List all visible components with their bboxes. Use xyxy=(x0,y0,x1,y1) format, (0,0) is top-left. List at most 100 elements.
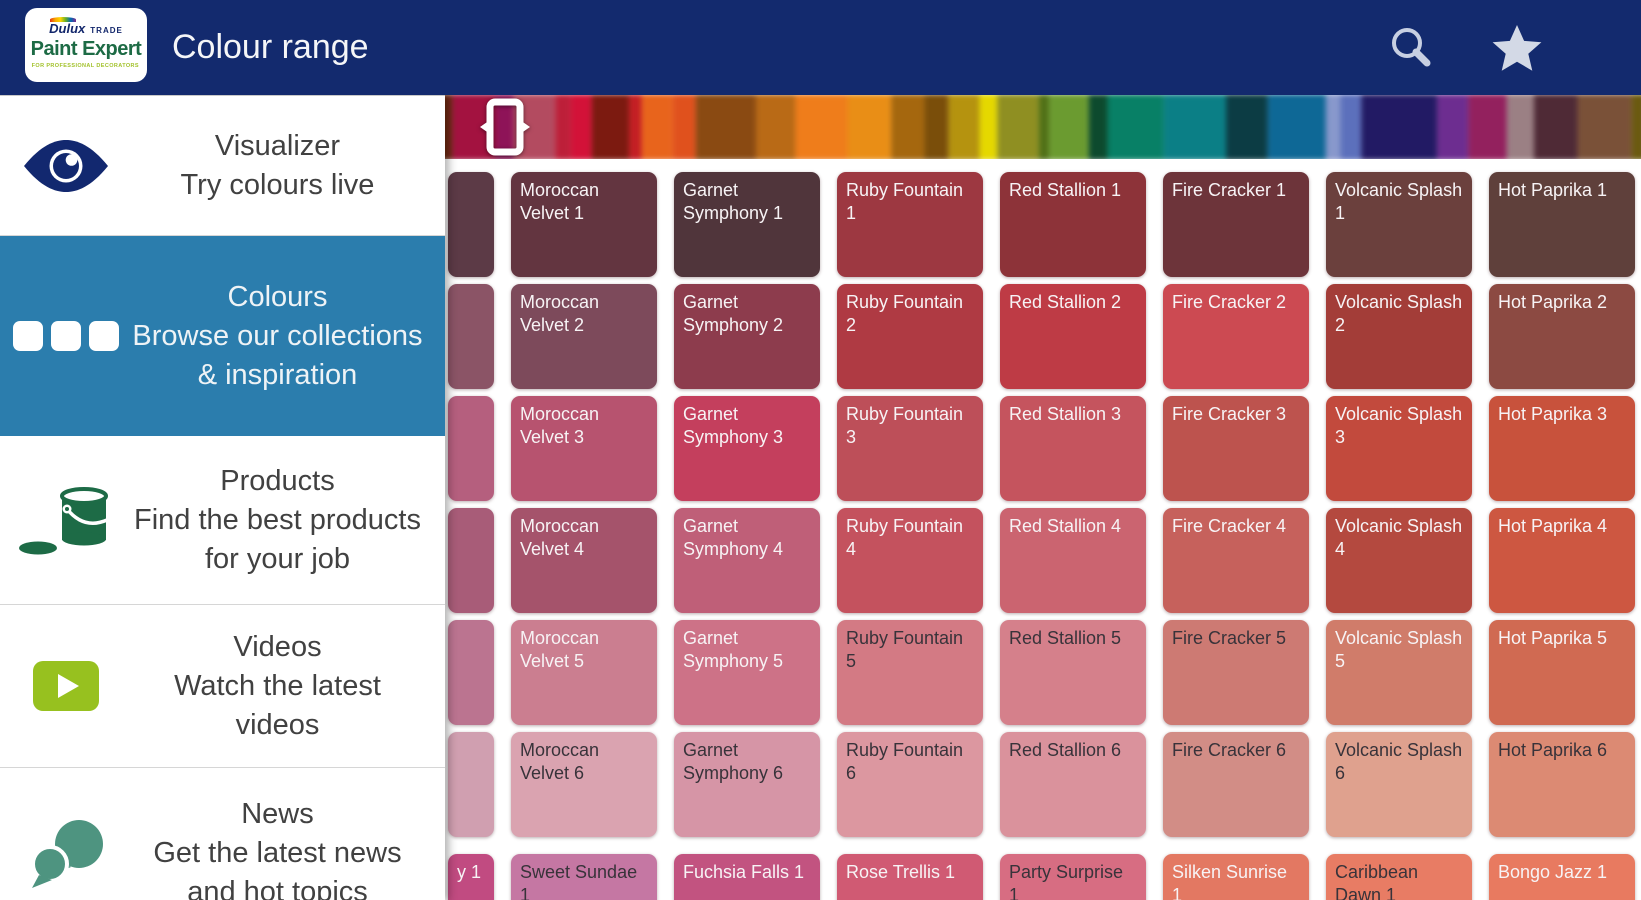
strip-band[interactable] xyxy=(1107,95,1164,159)
strip-band[interactable] xyxy=(591,95,630,159)
swatch-fuchsia-falls-1[interactable]: Fuchsia Falls 1 xyxy=(674,854,820,900)
swatch-garnet-symphony-3[interactable]: Garnet Symphony 3 xyxy=(674,396,820,501)
swatch-garnet-symphony-6[interactable]: Garnet Symphony 6 xyxy=(674,732,820,837)
swatch-fire-cracker-3[interactable]: Fire Cracker 3 xyxy=(1163,396,1309,501)
strip-band[interactable] xyxy=(1325,95,1341,159)
sidebar-item-visualizer[interactable]: Visualizer Try colours live xyxy=(0,96,445,236)
swatch-moroccan-velvet-4[interactable]: Moroccan Velvet 4 xyxy=(511,508,657,613)
swatch-red-stallion-3[interactable]: Red Stallion 3 xyxy=(1000,396,1146,501)
colour-strip[interactable] xyxy=(445,95,1641,159)
swatch-hot-paprika-1[interactable]: Hot Paprika 1 xyxy=(1489,172,1635,277)
swatch-garnet-symphony-1[interactable]: Garnet Symphony 1 xyxy=(674,172,820,277)
strip-band[interactable] xyxy=(795,95,848,159)
sidebar-item-colours[interactable]: Colours Browse our collections & inspira… xyxy=(0,236,445,436)
sidebar-item-videos[interactable]: Videos Watch the latest videos xyxy=(0,605,445,768)
dulux-rainbow-swoosh-icon xyxy=(50,16,77,22)
strip-band[interactable] xyxy=(1577,95,1632,159)
swatch[interactable] xyxy=(448,172,494,277)
swatch-caribbean-dawn-1[interactable]: Caribbean Dawn 1 xyxy=(1326,854,1472,900)
sidebar-item-products[interactable]: Products Find the best products for your… xyxy=(0,436,445,605)
strip-band[interactable] xyxy=(755,95,796,159)
swatch-y-1[interactable]: y 1 xyxy=(448,854,494,900)
strip-band[interactable] xyxy=(1038,95,1050,159)
strip-band[interactable] xyxy=(555,95,571,159)
swatch-garnet-symphony-2[interactable]: Garnet Symphony 2 xyxy=(674,284,820,389)
strip-range-selector[interactable] xyxy=(480,98,530,156)
swatch-volcanic-splash-5[interactable]: Volcanic Splash 5 xyxy=(1326,620,1472,725)
swatch-hot-paprika-4[interactable]: Hot Paprika 4 xyxy=(1489,508,1635,613)
strip-band[interactable] xyxy=(695,95,756,159)
swatch-silken-sunrise-1[interactable]: Silken Sunrise 1 xyxy=(1163,854,1309,900)
swatch-volcanic-splash-6[interactable]: Volcanic Splash 6 xyxy=(1326,732,1472,837)
swatch-red-stallion-6[interactable]: Red Stallion 6 xyxy=(1000,732,1146,837)
strip-band[interactable] xyxy=(1506,95,1534,159)
swatch-hot-paprika-2[interactable]: Hot Paprika 2 xyxy=(1489,284,1635,389)
swatch-garnet-symphony-4[interactable]: Garnet Symphony 4 xyxy=(674,508,820,613)
swatch[interactable] xyxy=(448,732,494,837)
swatch-red-stallion-2[interactable]: Red Stallion 2 xyxy=(1000,284,1146,389)
swatch-label: Red Stallion 1 xyxy=(1009,180,1122,200)
strip-band[interactable] xyxy=(1163,95,1227,159)
swatch-rose-trellis-1[interactable]: Rose Trellis 1 xyxy=(837,854,983,900)
swatch-red-stallion-5[interactable]: Red Stallion 5 xyxy=(1000,620,1146,725)
swatch-hot-paprika-6[interactable]: Hot Paprika 6 xyxy=(1489,732,1635,837)
swatch-ruby-fountain-5[interactable]: Ruby Fountain 5 xyxy=(837,620,983,725)
strip-band[interactable] xyxy=(1267,95,1326,159)
swatch-moroccan-velvet-3[interactable]: Moroccan Velvet 3 xyxy=(511,396,657,501)
strip-band[interactable] xyxy=(1340,95,1362,159)
swatch-volcanic-splash-2[interactable]: Volcanic Splash 2 xyxy=(1326,284,1472,389)
strip-band[interactable] xyxy=(1631,95,1641,159)
strip-band[interactable] xyxy=(1049,95,1089,159)
strip-band[interactable] xyxy=(641,95,673,159)
strip-band[interactable] xyxy=(672,95,696,159)
swatch-ruby-fountain-2[interactable]: Ruby Fountain 2 xyxy=(837,284,983,389)
strip-band[interactable] xyxy=(495,95,514,159)
swatch-volcanic-splash-4[interactable]: Volcanic Splash 4 xyxy=(1326,508,1472,613)
strip-band[interactable] xyxy=(1533,95,1578,159)
swatch-ruby-fountain-3[interactable]: Ruby Fountain 3 xyxy=(837,396,983,501)
favourites-button[interactable] xyxy=(1480,0,1554,95)
swatch-red-stallion-4[interactable]: Red Stallion 4 xyxy=(1000,508,1146,613)
swatch-hot-paprika-3[interactable]: Hot Paprika 3 xyxy=(1489,396,1635,501)
swatch-garnet-symphony-5[interactable]: Garnet Symphony 5 xyxy=(674,620,820,725)
strip-band[interactable] xyxy=(948,95,980,159)
strip-band[interactable] xyxy=(1088,95,1108,159)
strip-band[interactable] xyxy=(979,95,998,159)
swatch-ruby-fountain-1[interactable]: Ruby Fountain 1 xyxy=(837,172,983,277)
swatch-moroccan-velvet-6[interactable]: Moroccan Velvet 6 xyxy=(511,732,657,837)
strip-band[interactable] xyxy=(1437,95,1469,159)
swatch-fire-cracker-2[interactable]: Fire Cracker 2 xyxy=(1163,284,1309,389)
swatch-ruby-fountain-6[interactable]: Ruby Fountain 6 xyxy=(837,732,983,837)
swatch-fire-cracker-4[interactable]: Fire Cracker 4 xyxy=(1163,508,1309,613)
swatch[interactable] xyxy=(448,620,494,725)
swatch-volcanic-splash-3[interactable]: Volcanic Splash 3 xyxy=(1326,396,1472,501)
sidebar-item-news[interactable]: News Get the latest news and hot topics xyxy=(0,768,445,900)
swatch-moroccan-velvet-2[interactable]: Moroccan Velvet 2 xyxy=(511,284,657,389)
strip-band[interactable] xyxy=(924,95,949,159)
swatch-moroccan-velvet-5[interactable]: Moroccan Velvet 5 xyxy=(511,620,657,725)
swatch-red-stallion-1[interactable]: Red Stallion 1 xyxy=(1000,172,1146,277)
strip-band[interactable] xyxy=(847,95,892,159)
strip-band[interactable] xyxy=(1361,95,1438,159)
swatch[interactable] xyxy=(448,396,494,501)
swatch-bongo-jazz-1[interactable]: Bongo Jazz 1 xyxy=(1489,854,1635,900)
swatch-ruby-fountain-4[interactable]: Ruby Fountain 4 xyxy=(837,508,983,613)
strip-band[interactable] xyxy=(570,95,592,159)
swatch-fire-cracker-5[interactable]: Fire Cracker 5 xyxy=(1163,620,1309,725)
swatch-party-surprise-1[interactable]: Party Surprise 1 xyxy=(1000,854,1146,900)
strip-band[interactable] xyxy=(891,95,925,159)
swatch-moroccan-velvet-1[interactable]: Moroccan Velvet 1 xyxy=(511,172,657,277)
strip-band[interactable] xyxy=(629,95,642,159)
strip-band[interactable] xyxy=(1226,95,1268,159)
swatch-hot-paprika-5[interactable]: Hot Paprika 5 xyxy=(1489,620,1635,725)
swatch-fire-cracker-6[interactable]: Fire Cracker 6 xyxy=(1163,732,1309,837)
strip-band[interactable] xyxy=(997,95,1039,159)
strip-band[interactable] xyxy=(445,95,453,159)
swatch[interactable] xyxy=(448,508,494,613)
swatch-volcanic-splash-1[interactable]: Volcanic Splash 1 xyxy=(1326,172,1472,277)
search-button[interactable] xyxy=(1374,0,1448,95)
swatch-fire-cracker-1[interactable]: Fire Cracker 1 xyxy=(1163,172,1309,277)
swatch[interactable] xyxy=(448,284,494,389)
strip-band[interactable] xyxy=(1468,95,1507,159)
swatch-sweet-sundae-1[interactable]: Sweet Sundae 1 xyxy=(511,854,657,900)
